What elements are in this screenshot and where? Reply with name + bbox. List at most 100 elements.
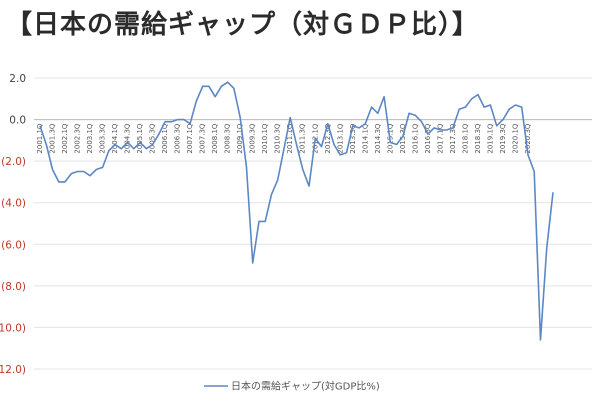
data-point [176, 118, 178, 120]
data-point [264, 220, 266, 222]
x-tick-label: 2001.1Q [36, 123, 44, 153]
x-axis: 2001.1Q 2001.3Q 2002.1Q 2002.3Q 2003.1Q 2003.… [36, 123, 532, 153]
data-point [189, 123, 191, 125]
data-point [427, 133, 429, 135]
data-point [233, 87, 235, 89]
y-tick-label: (4.0) [1, 198, 26, 210]
x-tick-label: 2009.1Q [236, 123, 244, 153]
data-point [126, 141, 128, 143]
x-tick-label: 2002.1Q [61, 123, 69, 153]
data-point [470, 98, 472, 100]
data-point [508, 108, 510, 110]
data-point [245, 166, 247, 168]
y-tick-label: (10.0) [0, 322, 26, 334]
data-point [226, 81, 228, 83]
data-point [76, 170, 78, 172]
data-point [539, 339, 541, 341]
y-tick-label: 2.0 [9, 73, 26, 85]
data-point [452, 127, 454, 129]
data-point [389, 141, 391, 143]
data-point [370, 106, 372, 108]
x-tick-label: 2012.3Q [324, 123, 332, 153]
x-tick-label: 2013.1Q [336, 123, 344, 153]
data-point [214, 96, 216, 98]
data-point [277, 179, 279, 181]
data-point [358, 127, 360, 129]
data-point [546, 247, 548, 249]
data-point [408, 112, 410, 114]
data-point [283, 147, 285, 149]
data-point [327, 123, 329, 125]
data-point [414, 114, 416, 116]
gridlines [34, 77, 592, 370]
data-point [483, 106, 485, 108]
data-point [395, 143, 397, 145]
data-point [120, 147, 122, 149]
data-point [433, 127, 435, 129]
data-point [320, 145, 322, 147]
x-tick-label: 2010.1Q [261, 123, 269, 153]
data-point [83, 170, 85, 172]
data-point [195, 100, 197, 102]
data-point [464, 106, 466, 108]
x-tick-label: 2014.3Q [374, 123, 382, 153]
x-tick-label: 2008.1Q [211, 123, 219, 153]
x-tick-label: 2011.1Q [286, 123, 294, 153]
data-point [352, 125, 354, 127]
data-point [145, 147, 147, 149]
data-point [95, 168, 97, 170]
x-tick-label: 2005.3Q [149, 123, 157, 153]
data-point [89, 174, 91, 176]
x-tick-label: 2017.3Q [449, 123, 457, 153]
x-tick-label: 2016.3Q [424, 123, 432, 153]
x-tick-label: 2004.3Q [124, 123, 132, 153]
legend-label: 日本の需給ギャップ(対GDP比%) [231, 380, 380, 393]
data-point [533, 170, 535, 172]
data-point [239, 116, 241, 118]
x-tick-label: 2019.1Q [486, 123, 494, 153]
data-point [333, 143, 335, 145]
x-tick-label: 2003.3Q [99, 123, 107, 153]
data-point [70, 172, 72, 174]
data-point [420, 120, 422, 122]
x-tick-label: 2020.3Q [524, 123, 532, 153]
data-point [339, 154, 341, 156]
series-line [39, 81, 554, 341]
x-tick-label: 2015.3Q [399, 123, 407, 153]
data-point [308, 185, 310, 187]
data-point [295, 143, 297, 145]
x-tick-label: 2004.1Q [111, 123, 119, 153]
x-tick-label: 2014.1Q [361, 123, 369, 153]
x-tick-label: 2018.1Q [461, 123, 469, 153]
data-point [527, 154, 529, 156]
data-point [383, 96, 385, 98]
y-axis: 2.0 0.0 (2.0) (4.0) (6.0) (8.0) (10.0) (12.0) [0, 73, 26, 376]
x-tick-label: 2011.3Q [299, 123, 307, 153]
data-point [101, 166, 103, 168]
data-point [364, 123, 366, 125]
data-point [64, 181, 66, 183]
x-tick-label: 2003.1Q [86, 123, 94, 153]
data-point [458, 108, 460, 110]
data-point [45, 143, 47, 145]
y-tick-label: (2.0) [1, 156, 26, 168]
x-tick-label: 2007.1Q [186, 123, 194, 153]
data-point [220, 85, 222, 87]
data-point [402, 135, 404, 137]
data-point [377, 112, 379, 114]
data-point [151, 143, 153, 145]
y-tick-label: 0.0 [9, 115, 26, 127]
x-tick-label: 2010.3Q [274, 123, 282, 153]
data-point [108, 150, 110, 152]
data-point [58, 181, 60, 183]
y-tick-label: (6.0) [1, 239, 26, 251]
data-point [51, 168, 53, 170]
data-point [164, 120, 166, 122]
data-point [502, 118, 504, 120]
x-tick-label: 2016.1Q [411, 123, 419, 153]
data-point [521, 106, 523, 108]
data-point [345, 152, 347, 154]
x-tick-label: 2006.1Q [161, 123, 169, 153]
data-point [477, 93, 479, 95]
